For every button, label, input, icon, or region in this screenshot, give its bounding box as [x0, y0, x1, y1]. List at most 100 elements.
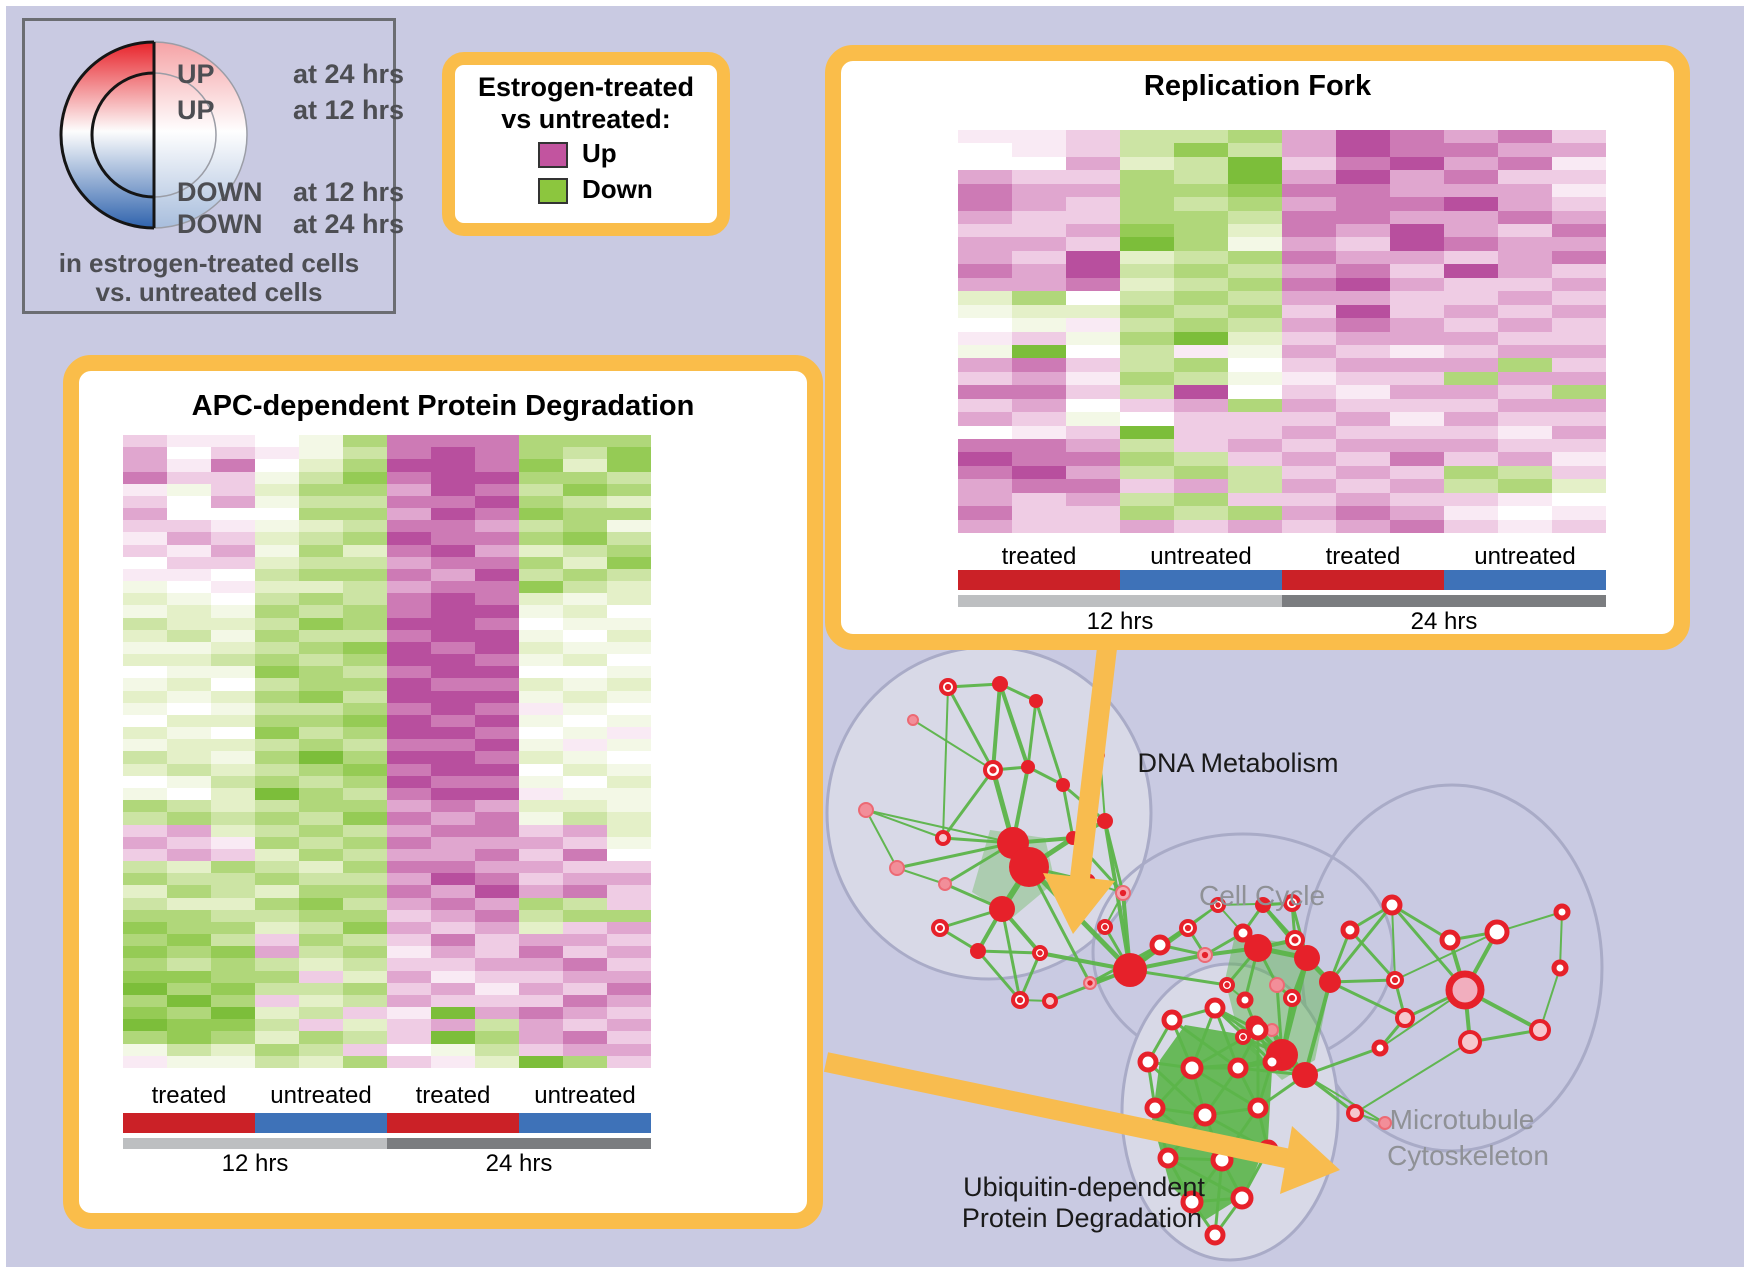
- dna-node-center: [936, 924, 944, 932]
- heatmap-cell: [255, 885, 299, 898]
- heatmap-cell: [519, 605, 563, 618]
- heatmap-cell: [299, 435, 343, 448]
- heatmap-cell: [1066, 506, 1120, 520]
- heatmap-cell: [1174, 465, 1228, 480]
- heatmap-cell: [167, 690, 211, 703]
- heatmap-cell: [1228, 318, 1282, 332]
- ub-node: [1204, 1224, 1226, 1246]
- heatmap-cell: [299, 605, 343, 618]
- heatmap-cell: [1552, 304, 1606, 319]
- heatmap-cell: [607, 921, 651, 935]
- heatmap-cell: [1336, 331, 1390, 345]
- heatmap-cell: [343, 641, 387, 655]
- heatmap-cell: [431, 958, 475, 971]
- heatmap-cell: [1012, 250, 1066, 265]
- heatmap-cell: [1444, 438, 1498, 453]
- arrow-to-ubiquitin-cluster-head: [1280, 1126, 1340, 1194]
- heatmap-cell: [1228, 183, 1282, 198]
- heatmap-cell: [1228, 170, 1282, 184]
- heatmap-cell: [1012, 156, 1066, 171]
- heatmap-cell: [299, 471, 343, 484]
- heatmap-cell: [431, 483, 475, 496]
- heatmap-cell: [299, 897, 343, 910]
- heatmap-cell: [475, 739, 519, 752]
- heatmap-cell: [343, 909, 387, 922]
- heatmap-cell: [387, 690, 431, 703]
- heatmap-cell: [1120, 156, 1174, 171]
- heatmap-cell: [475, 556, 519, 569]
- rf-time-label: 24 hrs: [1410, 608, 1478, 635]
- heatmap-cell: [255, 897, 299, 910]
- heatmap-cell: [123, 617, 167, 630]
- heatmap-cell: [1282, 519, 1336, 533]
- heatmap-cell: [958, 130, 1012, 144]
- heatmap-cell: [123, 1043, 167, 1056]
- heatmap-cell: [519, 751, 563, 764]
- heatmap-cell: [563, 447, 607, 460]
- replication-fork-title: Replication Fork: [1143, 70, 1372, 102]
- heatmap-cell: [475, 581, 519, 594]
- heatmap-cell: [563, 788, 607, 801]
- heatmap-cell: [343, 617, 387, 630]
- heatmap-cell: [255, 982, 299, 995]
- heatmap-cell: [1066, 130, 1120, 144]
- heatmap-cell: [1174, 156, 1228, 171]
- heatmap-cell: [563, 824, 607, 837]
- dna-node: [1029, 694, 1043, 708]
- heatmap-cell: [475, 812, 519, 825]
- heatmap-cell: [299, 520, 343, 533]
- heatmap-cell: [1498, 398, 1552, 413]
- heatmap-cell: [167, 861, 211, 874]
- heatmap-cell: [1066, 398, 1120, 413]
- heatmap-cell: [123, 1007, 167, 1020]
- heatmap-cell: [1174, 304, 1228, 319]
- heatmap-cell: [167, 471, 211, 484]
- heatmap-cell: [1390, 425, 1444, 439]
- heatmap-cell: [475, 654, 519, 667]
- color-legend-title-line2: vs untreated:: [501, 104, 671, 134]
- heatmap-cell: [343, 508, 387, 521]
- heatmap-cell: [299, 593, 343, 606]
- heatmap-cell: [387, 897, 431, 910]
- heatmap-cell: [1228, 385, 1282, 399]
- heatmap-cell: [431, 824, 475, 837]
- apc-untreated-bar: [519, 1113, 651, 1133]
- heatmap-cell: [1228, 438, 1282, 453]
- heatmap-cell: [431, 690, 475, 703]
- heatmap-cell: [1498, 465, 1552, 480]
- heatmap-cell: [563, 435, 607, 448]
- heatmap-cell: [1174, 358, 1228, 372]
- heatmap-cell: [1552, 371, 1606, 386]
- heatmap-cell: [431, 775, 475, 789]
- heatmap-cell: [431, 654, 475, 667]
- heatmap-cell: [123, 873, 167, 886]
- heatmap-cell: [1390, 318, 1444, 332]
- network-edge: [912, 719, 994, 771]
- heatmap-cell: [1228, 519, 1282, 533]
- heatmap-cell: [431, 556, 475, 569]
- heatmap-cell: [1120, 385, 1174, 399]
- heatmap-cell: [167, 447, 211, 460]
- heatmap-cell: [255, 544, 299, 557]
- heatmap-cell: [387, 568, 431, 582]
- heatmap-cell: [1336, 385, 1390, 399]
- heatmap-cell: [519, 641, 563, 655]
- heatmap-cell: [431, 970, 475, 983]
- heatmap-cell: [519, 1019, 563, 1032]
- heatmap-cell: [167, 520, 211, 533]
- heatmap-cell: [1336, 506, 1390, 520]
- heatmap-cell: [123, 544, 167, 557]
- heatmap-cell: [431, 727, 475, 740]
- heatmap-cell: [1444, 183, 1498, 198]
- heatmap-cell: [607, 824, 651, 837]
- heatmap-cell: [1228, 264, 1282, 278]
- cc-node: [1269, 977, 1285, 993]
- heatmap-cell: [1174, 183, 1228, 198]
- heatmap-cell: [1444, 452, 1498, 466]
- dna-node: [858, 802, 874, 818]
- heatmap-cell: [299, 678, 343, 691]
- heatmap-cell: [1336, 371, 1390, 386]
- heatmap-cell: [1120, 358, 1174, 372]
- heatmap-cell: [563, 544, 607, 557]
- heatmap-cell: [167, 459, 211, 472]
